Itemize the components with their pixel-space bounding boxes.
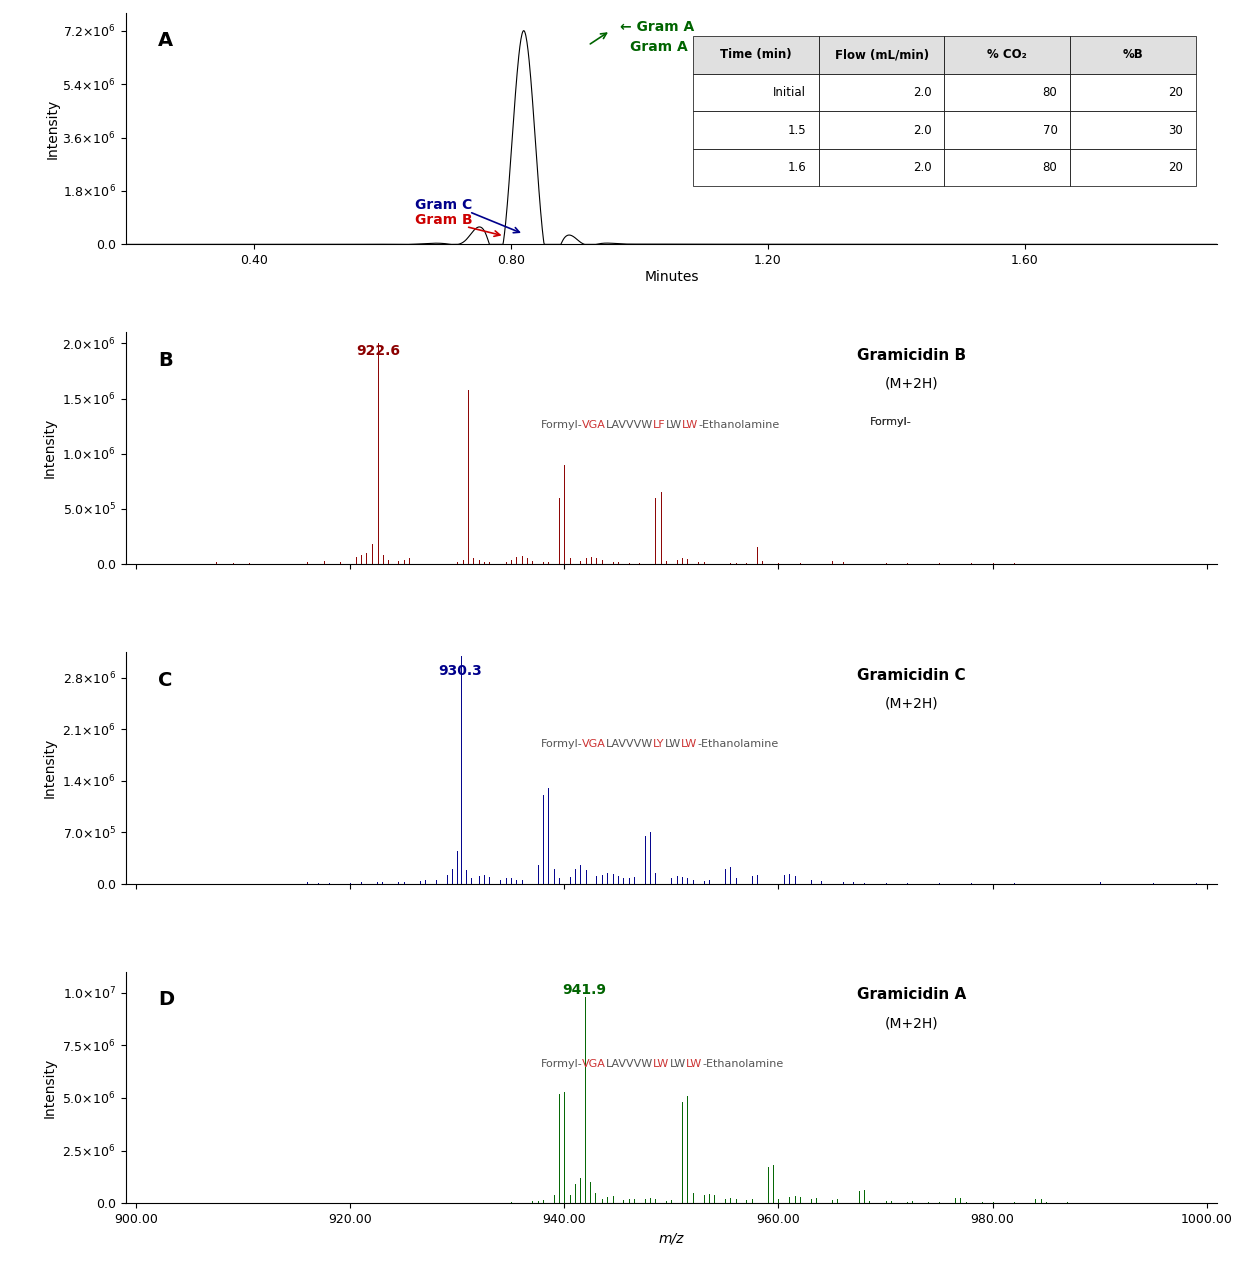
Text: Formyl-: Formyl- <box>870 417 911 428</box>
Text: LW: LW <box>683 420 698 430</box>
Text: LAVVVW: LAVVVW <box>606 740 654 749</box>
Text: 930.3: 930.3 <box>439 663 482 677</box>
Y-axis label: Intensity: Intensity <box>43 419 56 479</box>
Text: Formyl-: Formyl- <box>541 420 582 430</box>
Y-axis label: Intensity: Intensity <box>43 737 56 797</box>
Text: LW: LW <box>685 1059 702 1069</box>
Text: Gram B: Gram B <box>414 212 472 227</box>
Text: Gramicidin C: Gramicidin C <box>857 668 966 682</box>
Text: LW: LW <box>654 1059 669 1069</box>
Text: Gram A: Gram A <box>630 41 688 54</box>
Text: VGA: VGA <box>582 740 606 749</box>
Text: (M+2H): (M+2H) <box>885 378 939 390</box>
Text: (M+2H): (M+2H) <box>885 696 939 710</box>
Text: A: A <box>158 31 173 50</box>
Text: -Ethanolamine: -Ethanolamine <box>702 1059 783 1069</box>
Text: LAVVVW: LAVVVW <box>606 420 654 430</box>
Text: LF: LF <box>654 420 666 430</box>
Text: -Ethanolamine: -Ethanolamine <box>698 740 778 749</box>
Text: Gramicidin A: Gramicidin A <box>857 987 966 1002</box>
Text: C: C <box>158 671 173 690</box>
Text: (M+2H): (M+2H) <box>885 1016 939 1030</box>
Text: ← Gram A: ← Gram A <box>620 19 694 33</box>
Text: LW: LW <box>681 740 698 749</box>
Text: LW: LW <box>666 420 683 430</box>
Text: VGA: VGA <box>582 420 606 430</box>
Y-axis label: Intensity: Intensity <box>45 99 60 159</box>
Text: LY: LY <box>654 740 665 749</box>
Text: LAVVVW: LAVVVW <box>606 1059 654 1069</box>
X-axis label: Minutes: Minutes <box>644 270 699 284</box>
Text: Formyl-: Formyl- <box>870 417 911 428</box>
Text: LW: LW <box>665 740 681 749</box>
Text: VGA: VGA <box>582 1059 606 1069</box>
Text: B: B <box>158 351 173 370</box>
Text: Gram C: Gram C <box>414 198 472 211</box>
Text: -Ethanolamine: -Ethanolamine <box>698 420 779 430</box>
X-axis label: m/z: m/z <box>659 1231 684 1245</box>
Text: 941.9: 941.9 <box>562 983 606 997</box>
Text: LW: LW <box>669 1059 685 1069</box>
Text: 922.6: 922.6 <box>356 344 400 358</box>
Text: Formyl-: Formyl- <box>541 740 582 749</box>
Text: Formyl-: Formyl- <box>541 1059 582 1069</box>
Y-axis label: Intensity: Intensity <box>43 1057 56 1117</box>
Text: Gramicidin B: Gramicidin B <box>857 348 966 364</box>
Text: D: D <box>158 991 174 1009</box>
